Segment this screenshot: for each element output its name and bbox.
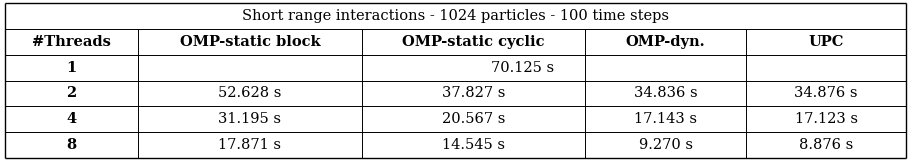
Text: OMP-static block: OMP-static block bbox=[179, 35, 320, 49]
Text: 1: 1 bbox=[67, 61, 77, 75]
Text: 8: 8 bbox=[67, 138, 77, 152]
Text: UPC: UPC bbox=[808, 35, 844, 49]
Text: OMP-dyn.: OMP-dyn. bbox=[626, 35, 705, 49]
Text: 8.876 s: 8.876 s bbox=[799, 138, 854, 152]
Text: 17.871 s: 17.871 s bbox=[219, 138, 281, 152]
Text: 14.545 s: 14.545 s bbox=[442, 138, 505, 152]
Text: 31.195 s: 31.195 s bbox=[219, 112, 281, 126]
Text: 17.123 s: 17.123 s bbox=[794, 112, 857, 126]
Text: 34.876 s: 34.876 s bbox=[794, 86, 858, 100]
Text: Short range interactions - 1024 particles - 100 time steps: Short range interactions - 1024 particle… bbox=[242, 9, 669, 23]
Text: #Threads: #Threads bbox=[32, 35, 111, 49]
Text: 70.125 s: 70.125 s bbox=[491, 61, 554, 75]
Text: 4: 4 bbox=[67, 112, 77, 126]
Text: 9.270 s: 9.270 s bbox=[639, 138, 692, 152]
Text: 52.628 s: 52.628 s bbox=[218, 86, 281, 100]
Text: 2: 2 bbox=[67, 86, 77, 100]
Text: 34.836 s: 34.836 s bbox=[634, 86, 698, 100]
Text: 20.567 s: 20.567 s bbox=[442, 112, 506, 126]
Text: OMP-static cyclic: OMP-static cyclic bbox=[403, 35, 545, 49]
Text: 17.143 s: 17.143 s bbox=[634, 112, 697, 126]
Text: 37.827 s: 37.827 s bbox=[442, 86, 506, 100]
